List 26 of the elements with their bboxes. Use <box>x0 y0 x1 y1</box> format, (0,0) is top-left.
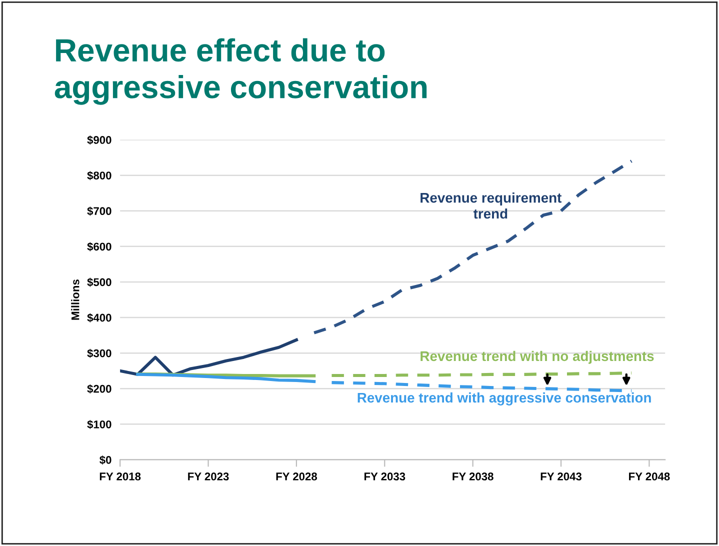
x-tick-label: FY 2028 <box>276 472 318 480</box>
y-tick-label: $100 <box>87 420 112 430</box>
x-tick-label: FY 2018 <box>100 472 141 480</box>
y-tick-label: $0 <box>100 456 112 465</box>
y-tick-label: $600 <box>87 242 112 252</box>
y-tick-label: $500 <box>87 278 112 287</box>
annotation: Revenue trend with no adjustments <box>420 350 654 364</box>
line-series <box>330 381 634 392</box>
y-tick-label: $700 <box>87 206 112 216</box>
annotation: Revenue requirement trend <box>420 192 562 219</box>
annotation: Revenue trend with aggressive conservation <box>358 392 651 406</box>
x-tick-label: FY 2033 <box>364 472 406 480</box>
chart-title: Revenue effect due to aggressive conservation <box>54 38 427 105</box>
x-tick-label: FY 2038 <box>452 472 494 480</box>
line-series <box>120 338 298 377</box>
y-tick-label: $200 <box>87 384 112 394</box>
y-tick-label: $400 <box>87 313 112 322</box>
y-tick-label: $800 <box>87 171 112 180</box>
x-tick-label: FY 2023 <box>188 472 229 480</box>
y-tick-label: $900 <box>87 136 112 145</box>
y-axis-title: Millions <box>71 280 80 320</box>
y-tick-label: $300 <box>87 348 112 358</box>
line-series <box>136 372 316 384</box>
x-tick-label: FY 2048 <box>629 472 670 480</box>
line-series <box>312 160 634 334</box>
x-tick-label: FY 2043 <box>540 472 582 480</box>
